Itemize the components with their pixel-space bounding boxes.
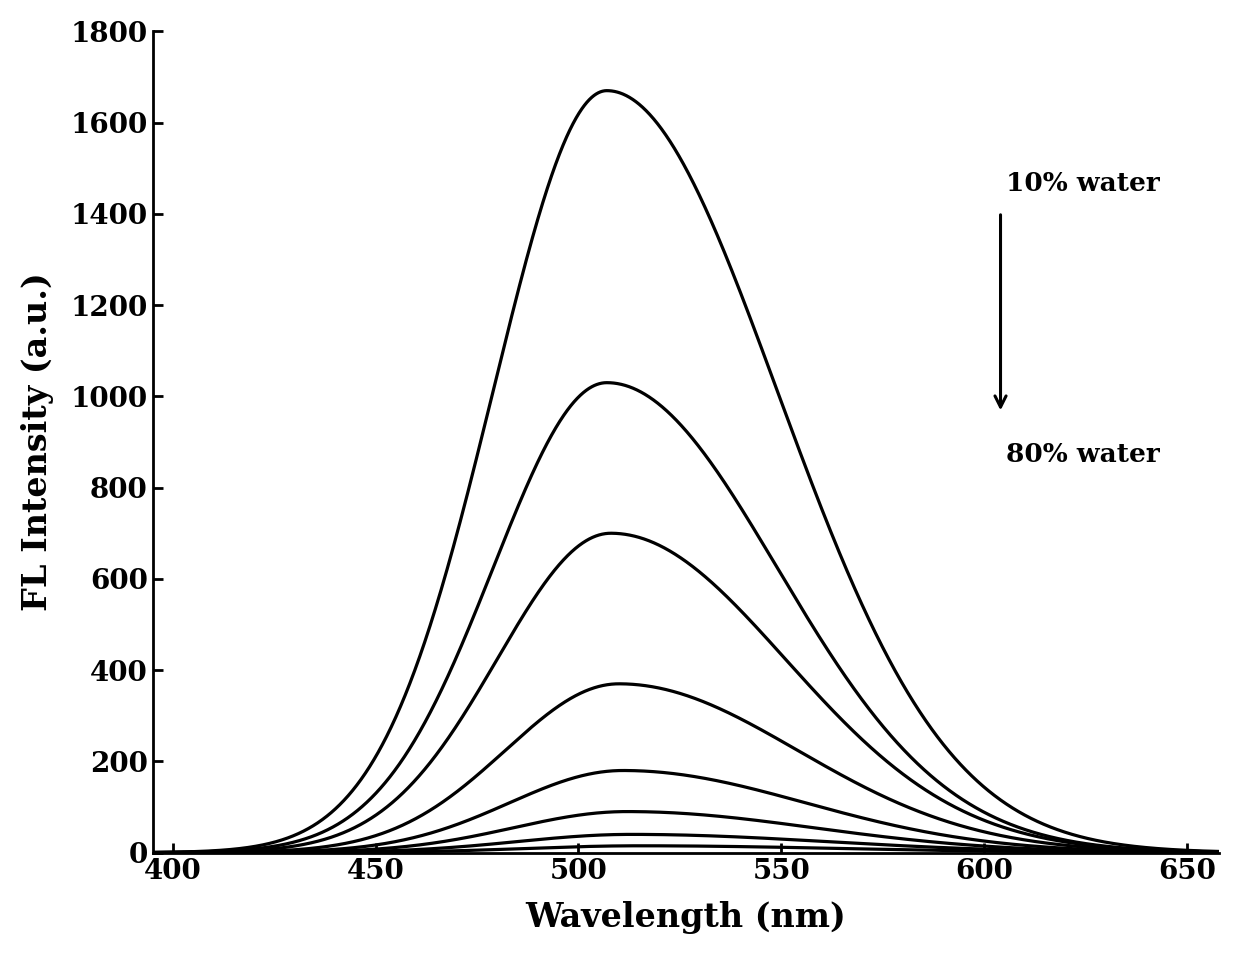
Y-axis label: FL Intensity (a.u.): FL Intensity (a.u.) xyxy=(21,272,53,611)
X-axis label: Wavelength (nm): Wavelength (nm) xyxy=(526,902,846,934)
Text: 10% water: 10% water xyxy=(1006,171,1159,196)
Text: 80% water: 80% water xyxy=(1006,442,1159,467)
